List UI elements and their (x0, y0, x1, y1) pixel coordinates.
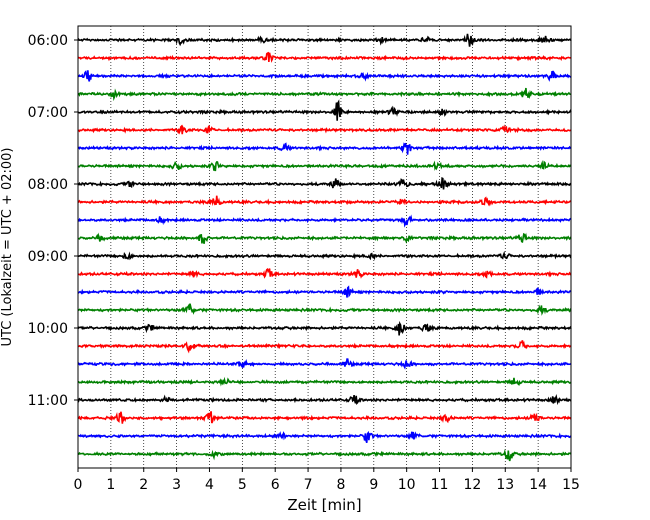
x-tick-label: 3 (172, 477, 181, 493)
y-tick-label: 09:00 (28, 249, 68, 265)
x-tick-label: 9 (369, 477, 378, 493)
y-tick-label: 11:00 (28, 393, 68, 409)
trace-1115 (77, 411, 572, 424)
x-tick-label: 10 (398, 477, 416, 493)
trace-0815 (77, 195, 572, 207)
x-tick-label: 4 (205, 477, 214, 493)
x-tick-label: 7 (304, 477, 313, 493)
x-tick-label: 11 (431, 477, 449, 493)
trace-0615 (77, 51, 572, 63)
x-axis-label: Zeit [min] (287, 496, 361, 514)
traces (77, 33, 572, 462)
x-tick-label: 2 (139, 477, 148, 493)
trace-0845 (77, 232, 572, 244)
grid-lines (110, 26, 539, 468)
y-axis: 06:00 07:00 08:00 09:00 10:00 11:00 (28, 33, 78, 409)
trace-0915 (77, 268, 572, 279)
trace-1100 (77, 393, 572, 406)
trace-0600 (77, 33, 572, 47)
x-tick-label: 12 (463, 477, 481, 493)
x-tick-label: 13 (496, 477, 514, 493)
trace-0800 (77, 176, 572, 190)
trace-0745 (77, 159, 572, 172)
trace-0700 (77, 99, 572, 121)
trace-0900 (78, 250, 572, 261)
trace-0945 (77, 303, 572, 316)
trace-0715 (77, 124, 572, 135)
trace-1000 (77, 320, 572, 336)
y-tick-label: 08:00 (28, 177, 68, 193)
trace-0730 (77, 142, 572, 155)
trace-1145 (77, 448, 572, 462)
trace-1045 (77, 376, 572, 387)
y-tick-label: 06:00 (28, 33, 68, 49)
x-axis: 0 1 2 3 4 5 6 7 8 9 10 11 12 13 14 15 (74, 468, 580, 493)
trace-1130 (77, 430, 572, 443)
trace-1030 (77, 358, 572, 370)
x-tick-label: 1 (106, 477, 115, 493)
y-tick-label: 07:00 (28, 105, 68, 121)
x-tick-label: 14 (529, 477, 547, 493)
trace-0645 (77, 87, 572, 102)
x-tick-label: 6 (271, 477, 280, 493)
y-axis-label: UTC (Lokalzeit = UTC + 02:00) (0, 148, 15, 347)
x-tick-label: 8 (336, 477, 345, 493)
x-tick-label: 5 (238, 477, 247, 493)
trace-0830 (77, 214, 572, 228)
y-tick-label: 10:00 (28, 321, 68, 337)
x-tick-label: 15 (562, 477, 580, 493)
trace-1015 (77, 340, 572, 354)
trace-0930 (77, 285, 572, 298)
x-tick-label: 0 (74, 477, 83, 493)
plot-frame (77, 25, 572, 469)
trace-0630 (77, 70, 572, 82)
